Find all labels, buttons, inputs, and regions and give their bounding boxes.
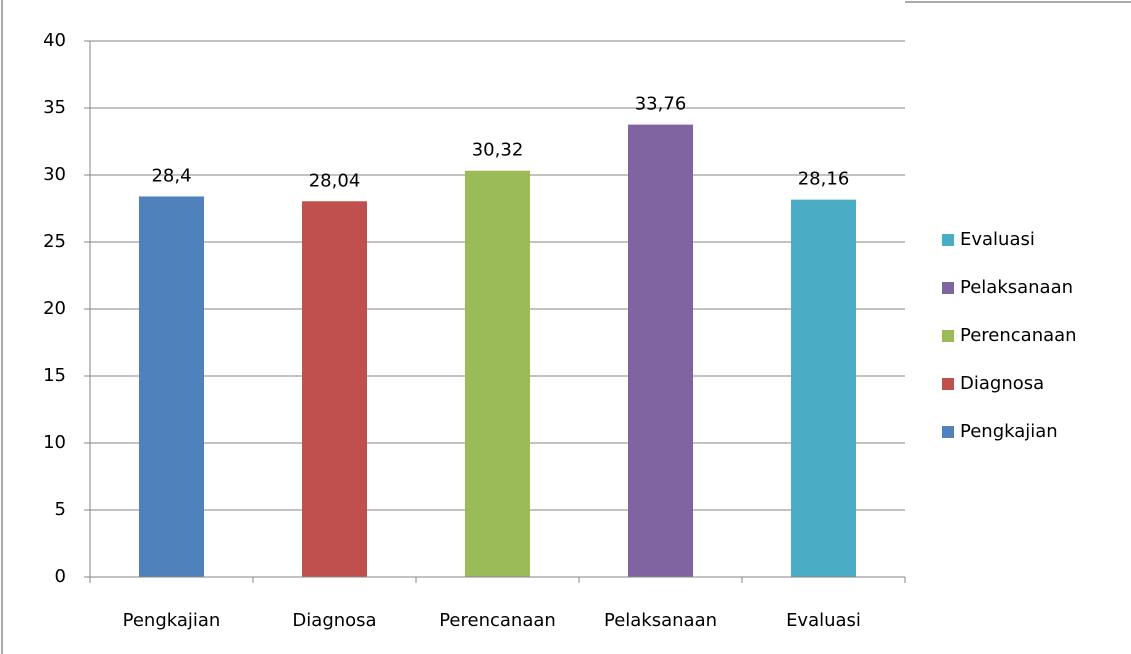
data-label: 28,04 xyxy=(309,170,361,191)
data-label: 28,16 xyxy=(798,169,850,190)
y-tick-label: 35 xyxy=(43,97,66,118)
legend-label: Pengkajian xyxy=(960,421,1058,442)
bar xyxy=(628,124,693,577)
y-tick-label: 25 xyxy=(43,231,66,252)
y-tick-label: 40 xyxy=(43,30,66,51)
x-tick-label: Diagnosa xyxy=(292,610,376,631)
data-label: 28,4 xyxy=(151,165,191,186)
y-tick-label: 5 xyxy=(55,499,66,520)
bar xyxy=(302,201,367,577)
y-tick-label: 15 xyxy=(43,365,66,386)
y-tick-label: 10 xyxy=(43,432,66,453)
legend-swatch xyxy=(942,426,954,438)
legend-label: Diagnosa xyxy=(960,373,1044,394)
legend-swatch xyxy=(942,234,954,246)
legend-label: Evaluasi xyxy=(960,229,1035,250)
legend-swatch xyxy=(942,330,954,342)
x-tick-label: Pengkajian xyxy=(123,610,221,631)
bar xyxy=(139,196,204,577)
x-tick-label: Evaluasi xyxy=(786,610,861,631)
bar xyxy=(465,170,530,577)
x-tick-label: Pelaksanaan xyxy=(604,610,717,631)
legend-swatch xyxy=(942,282,954,294)
legend-swatch xyxy=(942,378,954,390)
y-tick-label: 20 xyxy=(43,298,66,319)
legend-label: Pelaksanaan xyxy=(960,277,1073,298)
y-tick-label: 30 xyxy=(43,164,66,185)
y-tick-label: 0 xyxy=(55,566,66,587)
x-tick-label: Perencanaan xyxy=(439,610,556,631)
data-label: 33,76 xyxy=(635,94,687,115)
data-label: 30,32 xyxy=(472,140,524,161)
legend-label: Perencanaan xyxy=(960,325,1077,346)
bar xyxy=(791,199,856,577)
